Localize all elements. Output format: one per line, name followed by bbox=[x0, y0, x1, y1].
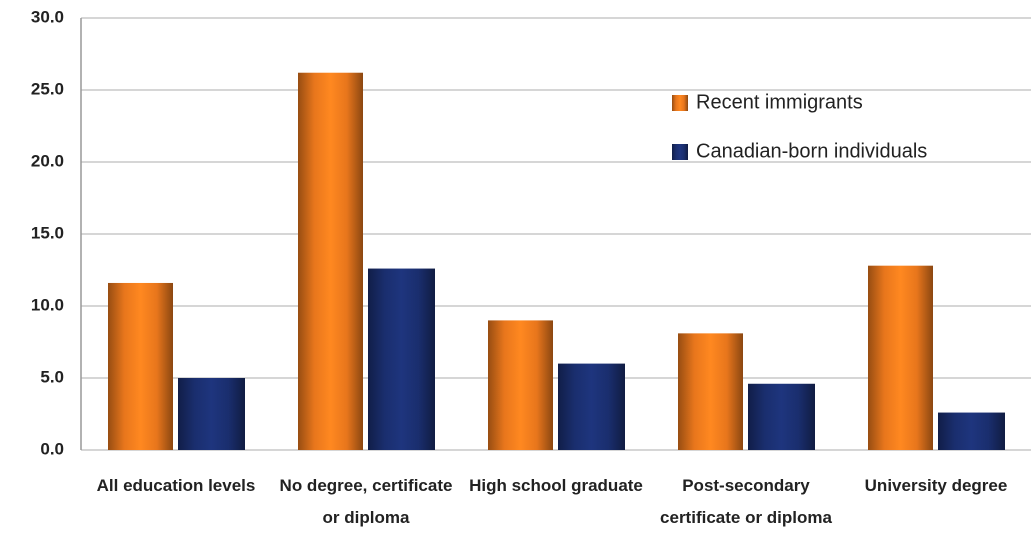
x-tick-label: All education levels bbox=[96, 476, 256, 495]
bar bbox=[938, 412, 1005, 450]
y-tick-label: 20.0 bbox=[31, 151, 64, 170]
bar bbox=[108, 282, 173, 450]
bar bbox=[748, 383, 815, 450]
x-tick-label: No degree, certificate or diploma bbox=[279, 476, 453, 527]
bar bbox=[488, 320, 553, 450]
legend-label: Recent immigrants bbox=[696, 91, 863, 113]
legend-swatch bbox=[672, 144, 688, 160]
y-tick-label: 25.0 bbox=[31, 79, 64, 98]
x-tick-label: High school graduate bbox=[469, 476, 643, 495]
bar bbox=[298, 72, 363, 450]
bar bbox=[558, 363, 625, 450]
bar bbox=[868, 265, 933, 450]
legend-swatch bbox=[672, 95, 688, 111]
y-tick-label: 15.0 bbox=[31, 223, 64, 242]
x-tick-label: Post-secondary certificate or diploma bbox=[660, 476, 832, 527]
y-tick-label: 30.0 bbox=[31, 7, 64, 26]
y-tick-label: 5.0 bbox=[40, 367, 64, 386]
bar bbox=[178, 378, 245, 450]
y-tick-label: 0.0 bbox=[40, 439, 64, 458]
y-tick-label: 10.0 bbox=[31, 295, 64, 314]
bar bbox=[678, 333, 743, 450]
bar bbox=[368, 268, 435, 450]
legend-label: Canadian-born individuals bbox=[696, 140, 927, 162]
x-tick-label: University degree bbox=[864, 476, 1008, 495]
